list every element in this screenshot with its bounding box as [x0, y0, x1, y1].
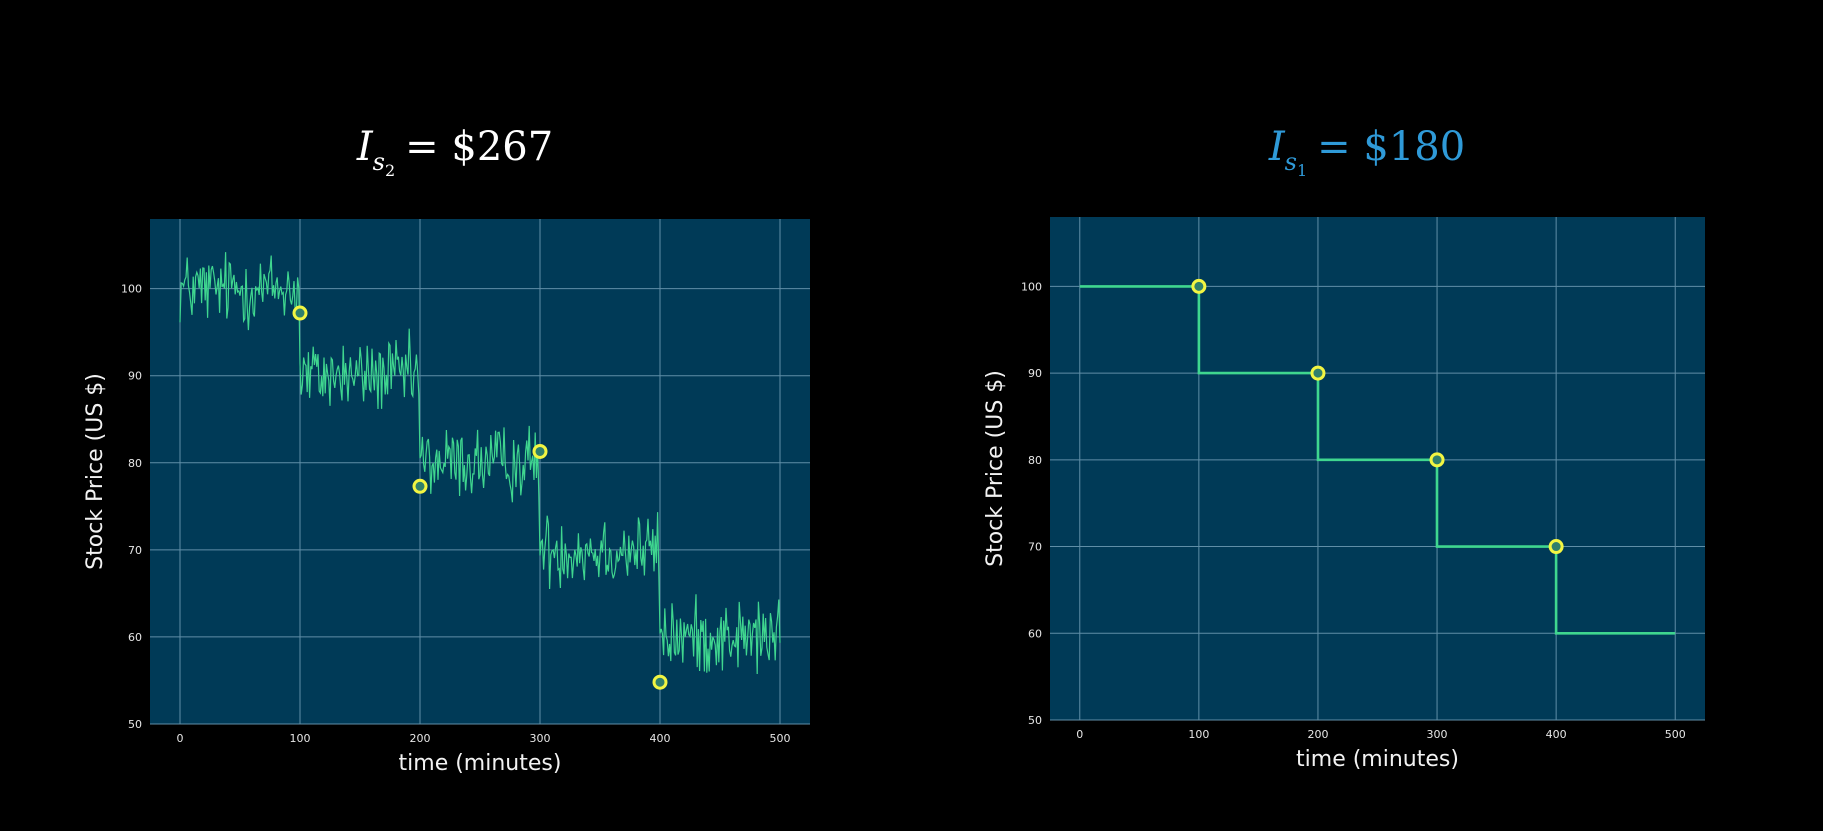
chart-left-x-tick-label: 400	[650, 732, 671, 745]
chart-left: Is2 = $267 0 100 200 300 400 500 50 60 70 80 90 100…	[83, 124, 810, 776]
chart-right-x-tick-label: 200	[1307, 728, 1328, 741]
chart-right-y-tick-label: 90	[1028, 367, 1042, 380]
chart-left-y-tick-label: 60	[128, 631, 142, 644]
chart-left-y-tick-label: 50	[128, 718, 142, 731]
chart-left-title-value: = $267	[405, 124, 553, 170]
chart-left-title-symbol: I	[356, 124, 374, 170]
chart-left-x-tick-label: 200	[410, 732, 431, 745]
chart-right-x-tick-label: 500	[1665, 728, 1686, 741]
chart-right-x-ticks: 0 100 200 300 400 500	[1076, 728, 1685, 741]
chart-left-x-axis-label: time (minutes)	[399, 751, 562, 776]
chart-right-marker	[1310, 365, 1326, 381]
chart-right-marker	[1548, 539, 1564, 555]
chart-right-plot-area	[1050, 217, 1705, 720]
chart-left-y-tick-label: 90	[128, 370, 142, 383]
chart-left-marker	[292, 305, 308, 321]
chart-left-x-ticks: 0 100 200 300 400 500	[177, 732, 791, 745]
chart-right-title-subscript-letter: s	[1285, 148, 1297, 176]
chart-left-marker	[652, 674, 668, 690]
chart-left-marker	[532, 443, 548, 459]
chart-right-y-tick-label: 50	[1028, 714, 1042, 727]
chart-right-title-value: = $180	[1317, 124, 1465, 170]
chart-left-title: Is2 = $267	[356, 124, 553, 180]
chart-right-y-tick-label: 60	[1028, 627, 1042, 640]
chart-right-title-symbol: I	[1268, 124, 1286, 170]
chart-right-y-tick-label: 80	[1028, 454, 1042, 467]
chart-right-y-axis-label: Stock Price (US $)	[983, 370, 1008, 567]
chart-right-series-line	[1079, 285, 1676, 635]
chart-right-x-tick-label: 400	[1546, 728, 1567, 741]
chart-right-markers	[1191, 278, 1564, 555]
chart-left-marker	[412, 478, 428, 494]
chart-left-y-tick-label: 100	[121, 283, 142, 296]
chart-right-marker	[1429, 452, 1445, 468]
chart-right-y-tick-label: 100	[1021, 280, 1042, 293]
chart-left-y-ticks: 50 60 70 80 90 100	[121, 283, 142, 731]
chart-right-y-ticks: 50 60 70 80 90 100	[1021, 280, 1042, 727]
chart-left-x-tick-label: 300	[530, 732, 551, 745]
chart-left-x-tick-label: 0	[177, 732, 184, 745]
chart-left-x-tick-label: 500	[770, 732, 791, 745]
chart-right-marker	[1191, 278, 1207, 294]
chart-left-markers	[292, 305, 668, 690]
chart-right-y-tick-label: 70	[1028, 541, 1042, 554]
chart-left-y-axis-label: Stock Price (US $)	[83, 373, 108, 570]
chart-right-x-tick-label: 100	[1188, 728, 1209, 741]
chart-left-title-subscript-index: 2	[385, 161, 395, 180]
chart-right-title-subscript-index: 1	[1297, 161, 1307, 180]
chart-left-y-tick-label: 70	[128, 544, 142, 557]
chart-right-x-tick-label: 300	[1427, 728, 1448, 741]
chart-right: Is1 = $180 0 100 200 300 400 500 50 60 70 80 90 100…	[983, 124, 1705, 772]
chart-right-title: Is1 = $180	[1268, 124, 1465, 180]
chart-right-x-axis-label: time (minutes)	[1296, 747, 1459, 772]
chart-left-x-tick-label: 100	[290, 732, 311, 745]
chart-left-y-tick-label: 80	[128, 457, 142, 470]
chart-left-title-subscript-letter: s	[373, 148, 385, 176]
chart-left-series-line	[179, 252, 781, 675]
chart-right-x-tick-label: 0	[1076, 728, 1083, 741]
